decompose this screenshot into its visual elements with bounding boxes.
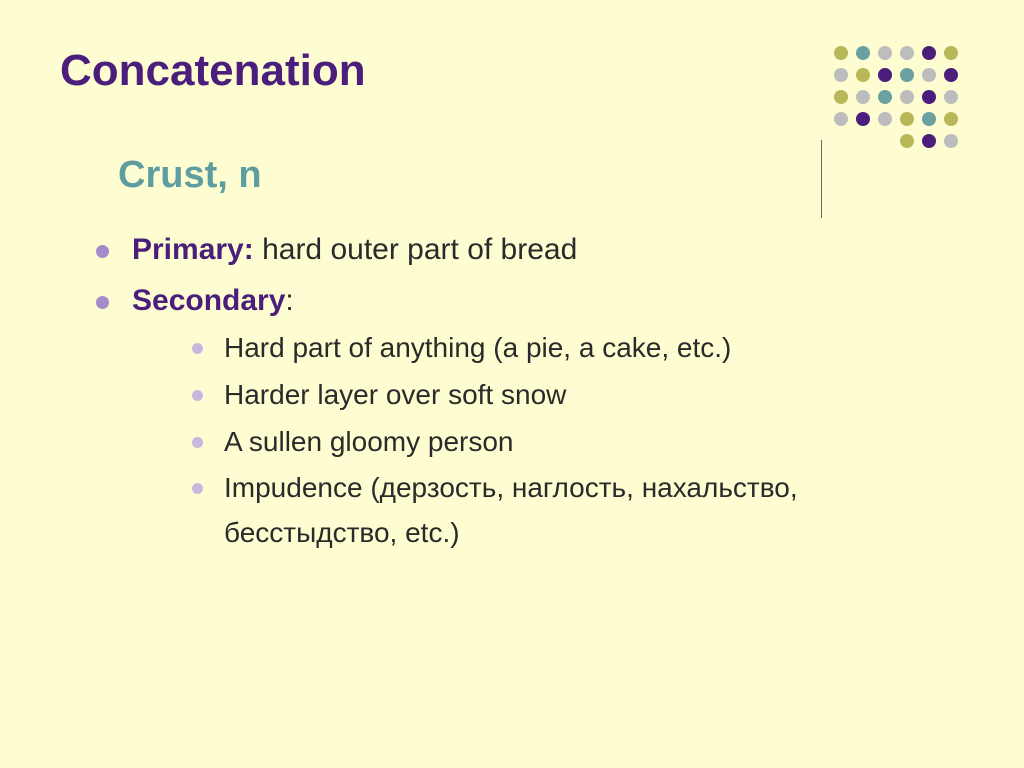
list-item: Primary: hard outer part of bread: [90, 227, 964, 274]
dot-icon: [944, 46, 958, 60]
slide-subtitle: Crust, n: [118, 154, 964, 197]
sub-bullet-list: Hard part of anything (a pie, a cake, et…: [188, 326, 964, 556]
dot-icon: [856, 68, 870, 82]
slide-title: Concatenation: [60, 46, 964, 96]
bullet-label: Secondary: [132, 284, 285, 317]
dot-icon: [878, 112, 892, 126]
list-item: Harder layer over soft snow: [188, 373, 964, 418]
dot-icon: [922, 68, 936, 82]
dot-icon: [944, 68, 958, 82]
dot-icon: [900, 134, 914, 148]
dot-icon: [856, 112, 870, 126]
bullet-list: Primary: hard outer part of bread Second…: [90, 227, 964, 556]
dot-icon: [922, 112, 936, 126]
dot-icon: [900, 46, 914, 60]
dot-icon: [878, 90, 892, 104]
dot-icon: [944, 112, 958, 126]
dot-icon: [834, 68, 848, 82]
list-item: Impudence (дерзость, наглость, нахальств…: [188, 466, 964, 556]
dot-icon: [922, 90, 936, 104]
list-item: Secondary: Hard part of anything (a pie,…: [90, 278, 964, 556]
decorative-dot-grid: [830, 42, 962, 152]
dot-icon: [834, 90, 848, 104]
decorative-divider: [821, 140, 822, 218]
dot-icon: [834, 112, 848, 126]
slide: Concatenation Crust, n Primary: hard out…: [0, 0, 1024, 768]
dot-icon: [878, 46, 892, 60]
dot-icon: [834, 46, 848, 60]
bullet-text: hard outer part of bread: [254, 233, 578, 266]
dot-icon: [900, 90, 914, 104]
dot-icon: [856, 46, 870, 60]
dot-icon: [856, 90, 870, 104]
dot-icon: [944, 90, 958, 104]
dot-icon: [922, 46, 936, 60]
list-item: A sullen gloomy person: [188, 420, 964, 465]
bullet-text: :: [285, 284, 293, 317]
bullet-label: Primary:: [132, 233, 254, 266]
dot-icon: [922, 134, 936, 148]
dot-icon: [900, 68, 914, 82]
dot-icon: [900, 112, 914, 126]
dot-icon: [878, 68, 892, 82]
list-item: Hard part of anything (a pie, a cake, et…: [188, 326, 964, 371]
dot-icon: [944, 134, 958, 148]
